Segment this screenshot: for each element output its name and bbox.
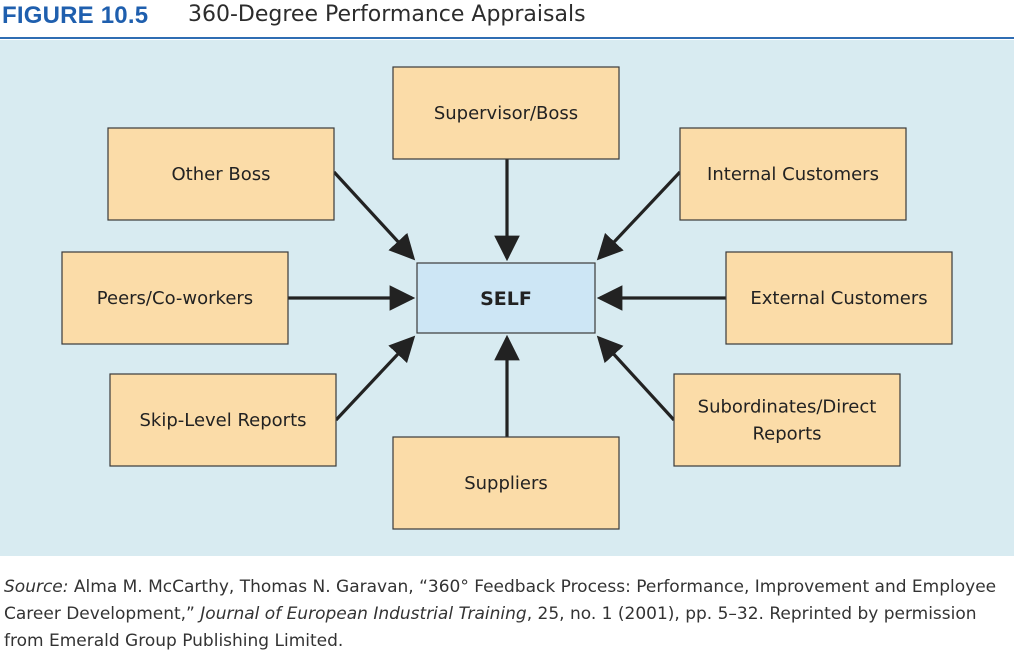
label-peers-coworkers: Peers/Co-workers [97, 288, 253, 309]
source-node-subordinates-direct-reports: Subordinates/Direct Reports [673, 373, 901, 467]
source-text-part1: Alma M. McCarthy, Thomas N. Garavan, “36… [4, 577, 997, 624]
arrow-subordinates-direct-reports [596, 335, 676, 422]
box-other-boss [107, 127, 335, 221]
figure-title: 360-Degree Performance Appraisals [188, 2, 586, 27]
self-label: SELF [480, 288, 532, 310]
source-node-skip-level-reports: Skip-Level Reports [109, 373, 337, 467]
box-external-customers [725, 251, 953, 345]
source-node-internal-customers: Internal Customers [679, 127, 907, 221]
figure-header: FIGURE 10.5 360-Degree Performance Appra… [0, 0, 1014, 39]
label-skip-level-reports: Skip-Level Reports [139, 410, 306, 431]
box-skip-level-reports [109, 373, 337, 467]
source-journal: Journal of European Industrial Training [200, 604, 527, 624]
box-internal-customers [679, 127, 907, 221]
source-node-suppliers: Suppliers [392, 436, 620, 530]
box-subordinates-direct-reports [673, 373, 901, 467]
arrow-skip-level-reports [334, 335, 416, 422]
source-node-other-boss: Other Boss [107, 127, 335, 221]
label-subordinates-direct-reports-line-1: Subordinates/Direct [698, 397, 877, 418]
arrow-other-boss [332, 170, 416, 261]
label-other-boss: Other Boss [172, 164, 271, 185]
label-internal-customers: Internal Customers [707, 164, 879, 185]
feedback-diagram: Supervisor/Boss Other Boss Internal Custom… [61, 66, 953, 530]
source-node-supervisor-boss: Supervisor/Boss [392, 66, 620, 160]
box-peers-coworkers [61, 251, 289, 345]
label-supervisor-boss: Supervisor/Boss [434, 103, 578, 124]
self-box [416, 262, 596, 334]
label-external-customers: External Customers [750, 288, 927, 309]
header-rule [0, 37, 1014, 39]
label-subordinates-direct-reports-line-2: Reports [752, 424, 821, 445]
figure-label: FIGURE 10.5 [2, 2, 149, 29]
box-suppliers [392, 436, 620, 530]
source-text-part2: , 25, no. 1 (2001), pp. 5–32. Reprinted … [4, 604, 977, 651]
source-label: Source: [4, 577, 69, 597]
box-supervisor-boss [392, 66, 620, 160]
label-suppliers: Suppliers [464, 473, 548, 494]
source-note: Source: Alma M. McCarthy, Thomas N. Gara… [4, 574, 1010, 655]
arrow-internal-customers [596, 170, 682, 261]
source-node-peers-coworkers: Peers/Co-workers [61, 251, 289, 345]
source-node-external-customers: External Customers [725, 251, 953, 345]
